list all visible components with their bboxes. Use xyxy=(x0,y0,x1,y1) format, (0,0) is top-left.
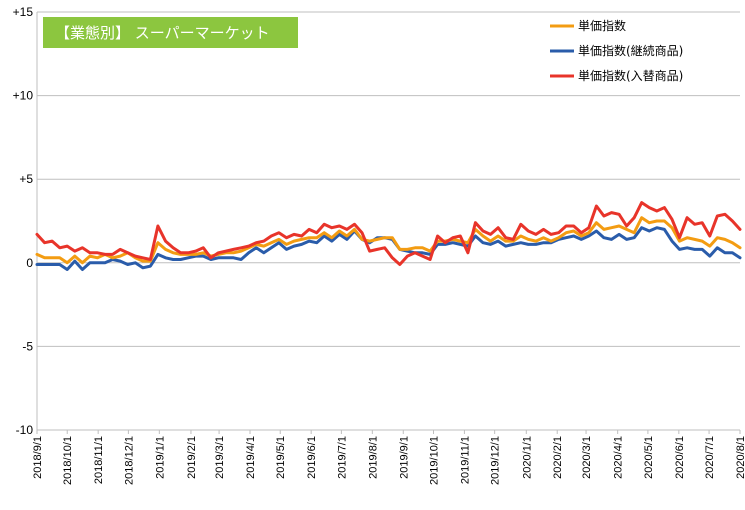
legend-label: 単価指数(継続商品) xyxy=(578,43,683,58)
x-tick-label: 2019/7/1 xyxy=(336,436,348,479)
y-tick-label: +15 xyxy=(13,5,34,19)
x-tick-label: 2019/6/1 xyxy=(306,436,318,479)
x-tick-label: 2019/2/1 xyxy=(186,436,198,479)
x-tick-label: 2018/11/1 xyxy=(93,436,105,484)
x-tick-label: 2018/12/1 xyxy=(123,436,135,485)
x-tick-label: 2019/3/1 xyxy=(214,436,226,479)
x-tick-label: 2019/5/1 xyxy=(275,436,287,479)
x-tick-label: 2020/4/1 xyxy=(613,436,625,479)
x-tick-label: 2019/12/1 xyxy=(490,436,502,485)
legend-label: 単価指数(入替商品) xyxy=(578,68,683,83)
series-line-1 xyxy=(35,216,742,265)
legend-label: 単価指数 xyxy=(578,18,626,33)
x-tick-label: 2019/11/1 xyxy=(459,436,471,484)
x-axis-ticks: 2018/9/1 2018/10/1 2018/11/1 2018/12/1 2019/… xyxy=(32,430,745,485)
x-tick-label: 2019/10/1 xyxy=(428,436,440,485)
x-tick-label: 2020/7/1 xyxy=(704,436,716,479)
series-line-3 xyxy=(35,201,742,266)
x-tick-label: 2020/1/1 xyxy=(521,436,533,479)
x-tick-label: 2020/5/1 xyxy=(643,436,655,479)
x-tick-label: 2019/1/1 xyxy=(154,436,166,479)
x-tick-label: 2018/9/1 xyxy=(32,436,44,479)
y-tick-label: -10 xyxy=(16,423,34,437)
chart-title-box: 【業態別】 スーパーマーケット xyxy=(43,17,298,48)
x-tick-label: 2019/9/1 xyxy=(398,436,410,479)
y-tick-label: +10 xyxy=(13,89,34,103)
x-tick-label: 2020/8/1 xyxy=(735,436,745,479)
y-tick-label: -5 xyxy=(22,339,33,353)
y-tick-label: 0 xyxy=(26,256,33,270)
x-tick-label: 2020/6/1 xyxy=(674,436,686,479)
x-tick-label: 2019/8/1 xyxy=(367,436,379,479)
x-tick-label: 2019/4/1 xyxy=(245,436,257,479)
x-tick-label: 2020/2/1 xyxy=(552,436,564,479)
y-tick-label: +5 xyxy=(19,172,33,186)
x-tick-label: 2020/3/1 xyxy=(581,436,593,479)
y-axis-ticks: +15 +10 +5 0 -5 -10 xyxy=(13,5,34,437)
x-tick-label: 2018/10/1 xyxy=(62,436,74,485)
series-lines xyxy=(35,201,742,271)
chart-title-background xyxy=(43,17,298,48)
chart-title: 【業態別】 スーパーマーケット xyxy=(55,24,270,42)
